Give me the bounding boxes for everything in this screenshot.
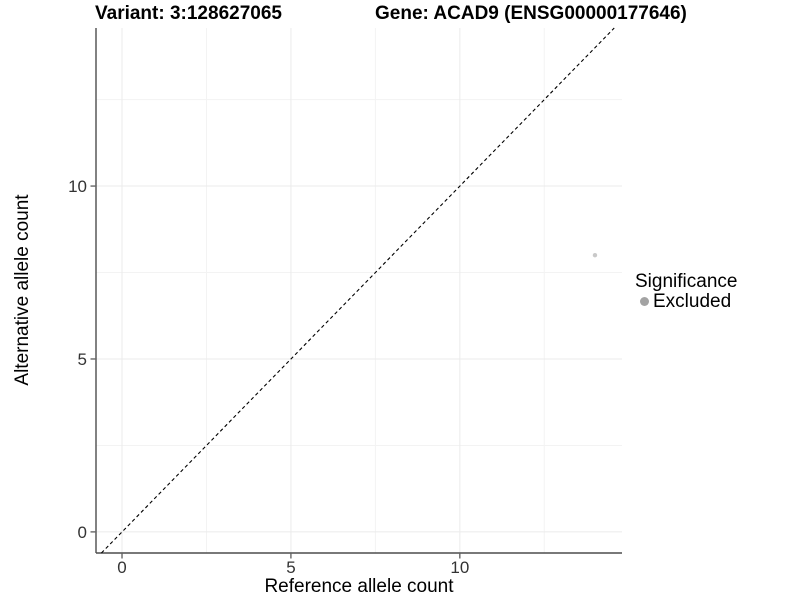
title-variant: Variant: 3:128627065 bbox=[95, 3, 282, 24]
legend-point-icon bbox=[640, 297, 649, 306]
identity-line bbox=[101, 27, 615, 554]
x-tick-label: 10 bbox=[450, 558, 469, 577]
y-tick-label: 0 bbox=[78, 523, 87, 542]
data-point bbox=[592, 253, 598, 258]
y-axis-label: Alternative allele count bbox=[12, 194, 33, 386]
y-tick-label: 5 bbox=[78, 350, 87, 369]
title-gene: Gene: ACAD9 (ENSG00000177646) bbox=[375, 3, 687, 24]
legend-item-label: Excluded bbox=[653, 291, 732, 312]
x-tick-label: 0 bbox=[117, 558, 126, 577]
legend-item: Excluded bbox=[635, 292, 737, 311]
legend-title: Significance bbox=[635, 271, 738, 292]
legend: Significance Excluded bbox=[635, 272, 737, 311]
y-tick-label: 10 bbox=[68, 177, 87, 196]
x-tick-label: 5 bbox=[286, 558, 295, 577]
x-axis-label: Reference allele count bbox=[264, 576, 454, 597]
